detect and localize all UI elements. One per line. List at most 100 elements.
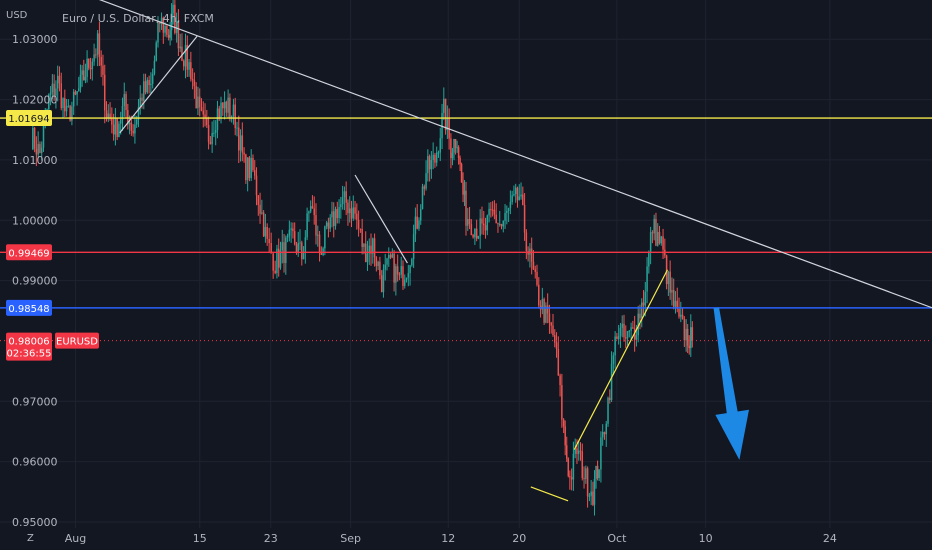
candle <box>484 217 487 239</box>
down-arrow-icon[interactable] <box>713 307 749 460</box>
candle <box>40 141 43 161</box>
trend-line-rising-wedge-aug[interactable] <box>119 35 198 134</box>
candle <box>456 140 458 153</box>
trend-lines <box>36 0 932 502</box>
candle <box>127 103 129 130</box>
candle <box>62 97 64 118</box>
candle <box>293 222 296 246</box>
trend-line-bottom-support[interactable] <box>530 486 569 502</box>
candle <box>139 85 141 115</box>
candle <box>502 220 505 233</box>
candle <box>525 229 528 260</box>
candle <box>507 207 510 223</box>
candle <box>588 492 591 502</box>
candle <box>198 88 201 117</box>
x-tick-label: 20 <box>512 532 526 545</box>
candle <box>389 253 392 260</box>
candle <box>166 24 168 38</box>
candle <box>630 322 632 341</box>
candle <box>84 63 87 84</box>
candle <box>564 420 566 456</box>
candle <box>569 470 571 490</box>
candle <box>617 324 620 345</box>
candle <box>530 237 533 275</box>
candle <box>243 147 245 163</box>
candle <box>453 138 455 161</box>
trend-line-main-resistance[interactable] <box>36 0 932 309</box>
candle <box>207 116 210 150</box>
candle <box>167 29 170 41</box>
candle <box>211 121 213 153</box>
candle <box>53 74 55 101</box>
y-tick-label: 1.03000 <box>12 33 58 46</box>
candle <box>361 218 363 255</box>
candle <box>230 115 233 123</box>
candle <box>195 82 197 109</box>
candle <box>680 301 682 323</box>
candle <box>274 260 276 275</box>
candle <box>366 240 369 271</box>
candle <box>555 332 558 358</box>
candle <box>320 246 323 256</box>
candle <box>290 222 292 243</box>
candle <box>204 103 206 127</box>
candle <box>616 332 618 340</box>
candle <box>266 223 268 246</box>
candle <box>276 244 278 279</box>
candle <box>67 99 70 108</box>
candle <box>562 418 565 434</box>
candle <box>241 122 244 162</box>
candle <box>614 331 616 369</box>
currency-label: USD <box>6 10 28 21</box>
candle <box>370 233 372 266</box>
candle <box>359 228 362 233</box>
candle <box>470 219 473 236</box>
candle <box>391 248 394 259</box>
trend-line-falling-line-sep[interactable] <box>354 174 408 264</box>
candle <box>490 202 492 218</box>
candle <box>288 220 291 242</box>
candle <box>162 16 165 44</box>
candle <box>190 51 192 82</box>
candle <box>325 220 328 230</box>
candle <box>565 436 568 462</box>
candle <box>74 90 77 96</box>
candle <box>592 481 594 507</box>
candle <box>261 199 263 215</box>
candle <box>585 465 587 484</box>
candle <box>209 136 212 145</box>
candle <box>103 64 106 124</box>
timezone-icon[interactable]: Z <box>27 533 34 544</box>
candle <box>541 287 544 315</box>
candle <box>311 195 314 209</box>
candle <box>65 98 68 117</box>
candle <box>446 105 449 139</box>
candle <box>538 277 540 309</box>
x-tick-label: 10 <box>699 532 713 545</box>
candle <box>272 251 274 279</box>
candle <box>432 142 434 170</box>
candle <box>160 12 163 30</box>
candle <box>639 304 641 330</box>
candle <box>518 184 521 201</box>
y-axis: 1.03000 1.02000 1.01000 1.00000 0.99000 0.970… <box>12 33 58 529</box>
candle <box>357 210 360 237</box>
candle <box>570 468 573 491</box>
candle <box>58 66 61 92</box>
level-label: 1.01694 <box>8 114 49 125</box>
candle <box>146 77 149 94</box>
candle <box>118 121 120 138</box>
candle <box>37 131 39 159</box>
candle <box>95 48 97 59</box>
level-label-box <box>6 244 52 261</box>
candle <box>281 229 284 264</box>
candle <box>483 211 485 235</box>
candle <box>514 183 517 203</box>
candle <box>511 190 513 205</box>
trend-line-rising-channel[interactable] <box>573 269 669 450</box>
x-tick-label: Aug <box>65 532 86 545</box>
candle <box>686 323 689 354</box>
candle <box>172 0 174 25</box>
candle <box>200 98 203 112</box>
